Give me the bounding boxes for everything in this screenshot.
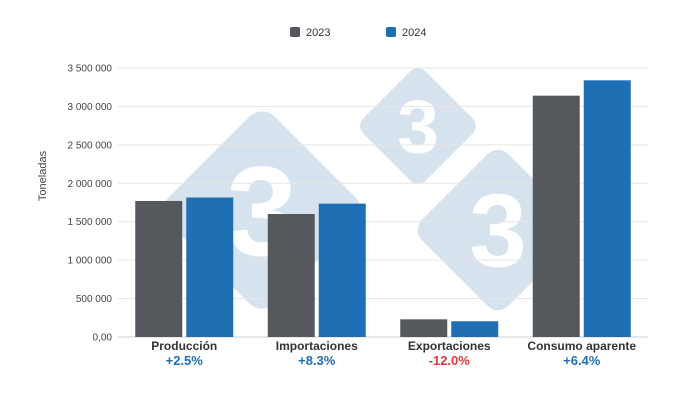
bars — [135, 80, 631, 337]
legend-label: 2024 — [402, 27, 426, 39]
y-tick-label: 0,00 — [93, 333, 113, 344]
y-tick-label: 500 000 — [76, 294, 113, 305]
bar-2023-2 — [400, 319, 448, 337]
y-axis-ticks: 0,00 500 000 1 000 000 1 500 000 2 000 000 2 … — [68, 64, 113, 344]
x-category-label: Exportaciones — [408, 339, 491, 353]
x-category-label: Importaciones — [276, 339, 358, 353]
change-annotation: +6.4% — [563, 353, 601, 368]
legend-swatch — [386, 27, 396, 37]
legend-item-2023[interactable]: 2023 — [290, 27, 330, 39]
legend-swatch — [290, 27, 300, 37]
change-annotation: +8.3% — [298, 353, 336, 368]
bar-2023-3 — [532, 95, 580, 337]
y-tick-label: 1 000 000 — [68, 256, 113, 267]
bar-2023-0 — [135, 200, 183, 337]
legend: 2023 2024 — [290, 27, 426, 39]
x-category-label: Consumo aparente — [527, 339, 636, 353]
legend-item-2024[interactable]: 2024 — [386, 27, 426, 39]
change-annotation: -12.0% — [429, 353, 471, 368]
y-axis-title: Toneladas — [37, 150, 49, 201]
change-annotation: +2.5% — [166, 353, 204, 368]
y-tick-label: 3 000 000 — [68, 102, 113, 113]
bar-2023-1 — [267, 214, 315, 337]
watermark-glyph: 3 — [469, 173, 527, 289]
legend-label: 2023 — [306, 27, 330, 39]
bar-2024-0 — [186, 197, 234, 337]
y-tick-label: 2 500 000 — [68, 140, 113, 151]
y-tick-label: 1 500 000 — [68, 217, 113, 228]
y-tick-label: 3 500 000 — [68, 64, 113, 75]
x-category-label: Producción — [151, 339, 217, 353]
watermark-glyph: 3 — [397, 84, 439, 168]
bar-2024-2 — [451, 321, 499, 337]
watermark-diamond: 3 — [360, 68, 476, 184]
y-tick-label: 2 000 000 — [68, 179, 113, 190]
bar-2024-1 — [318, 203, 366, 337]
x-axis-labels: Producción+2.5% Importaciones+8.3% Exporta… — [151, 339, 636, 368]
bar-2024-3 — [583, 80, 631, 337]
